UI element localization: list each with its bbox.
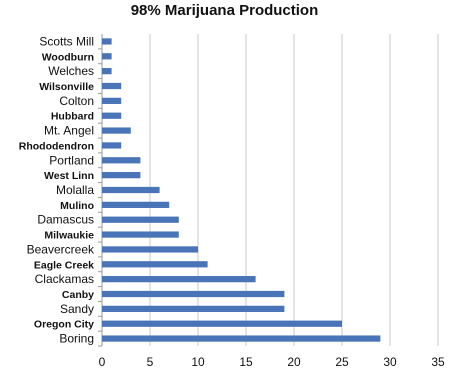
bar xyxy=(102,216,179,223)
bar xyxy=(102,68,112,75)
category-label: Beavercreek xyxy=(27,242,95,256)
bar xyxy=(102,142,122,149)
bar xyxy=(102,97,122,104)
bar xyxy=(102,246,198,253)
x-tick-label: 20 xyxy=(287,355,301,369)
category-label: Molalla xyxy=(56,183,94,197)
bar xyxy=(102,320,342,327)
category-label: Oregon City xyxy=(34,319,94,331)
bar xyxy=(102,172,141,179)
x-tick-label: 35 xyxy=(431,355,445,369)
x-tick-label: 10 xyxy=(191,355,205,369)
x-tick-label: 25 xyxy=(335,355,349,369)
category-label: Eagle Creek xyxy=(34,259,94,271)
category-label: Canby xyxy=(62,289,94,301)
category-label: West Linn xyxy=(44,170,94,182)
bar xyxy=(102,335,381,342)
bar xyxy=(102,261,208,268)
category-label: Sandy xyxy=(60,302,94,316)
category-label: Scotts Mill xyxy=(39,34,94,48)
bar xyxy=(102,290,285,298)
x-tick-label: 0 xyxy=(99,355,106,369)
bar xyxy=(102,201,170,208)
bar xyxy=(102,276,256,283)
category-label: Portland xyxy=(49,153,94,167)
category-label: Welches xyxy=(48,64,94,78)
x-tick-label: 15 xyxy=(239,355,253,369)
bar xyxy=(102,186,160,194)
bar xyxy=(102,127,131,134)
bar xyxy=(102,157,141,164)
bar xyxy=(102,305,285,312)
x-tick-label: 5 xyxy=(147,355,154,369)
category-label: Damascus xyxy=(37,213,94,227)
category-label: Wilsonville xyxy=(39,81,94,93)
bar xyxy=(102,112,122,119)
category-label: Rhododendron xyxy=(19,140,94,152)
chart-title: 98% Marijuana Production xyxy=(130,2,319,19)
category-label: Mt. Angel xyxy=(44,124,94,138)
x-tick-label: 30 xyxy=(383,355,397,369)
bar xyxy=(102,82,122,90)
category-label: Woodburn xyxy=(42,51,94,63)
category-label: Clackamas xyxy=(35,272,94,286)
category-label: Boring xyxy=(59,332,94,346)
bar xyxy=(102,53,112,60)
category-label: Mulino xyxy=(60,200,94,212)
bar xyxy=(102,231,179,238)
bar xyxy=(102,38,112,45)
category-label: Milwaukie xyxy=(44,230,94,242)
category-label: Colton xyxy=(59,94,94,108)
category-label: Hubbard xyxy=(51,111,94,123)
